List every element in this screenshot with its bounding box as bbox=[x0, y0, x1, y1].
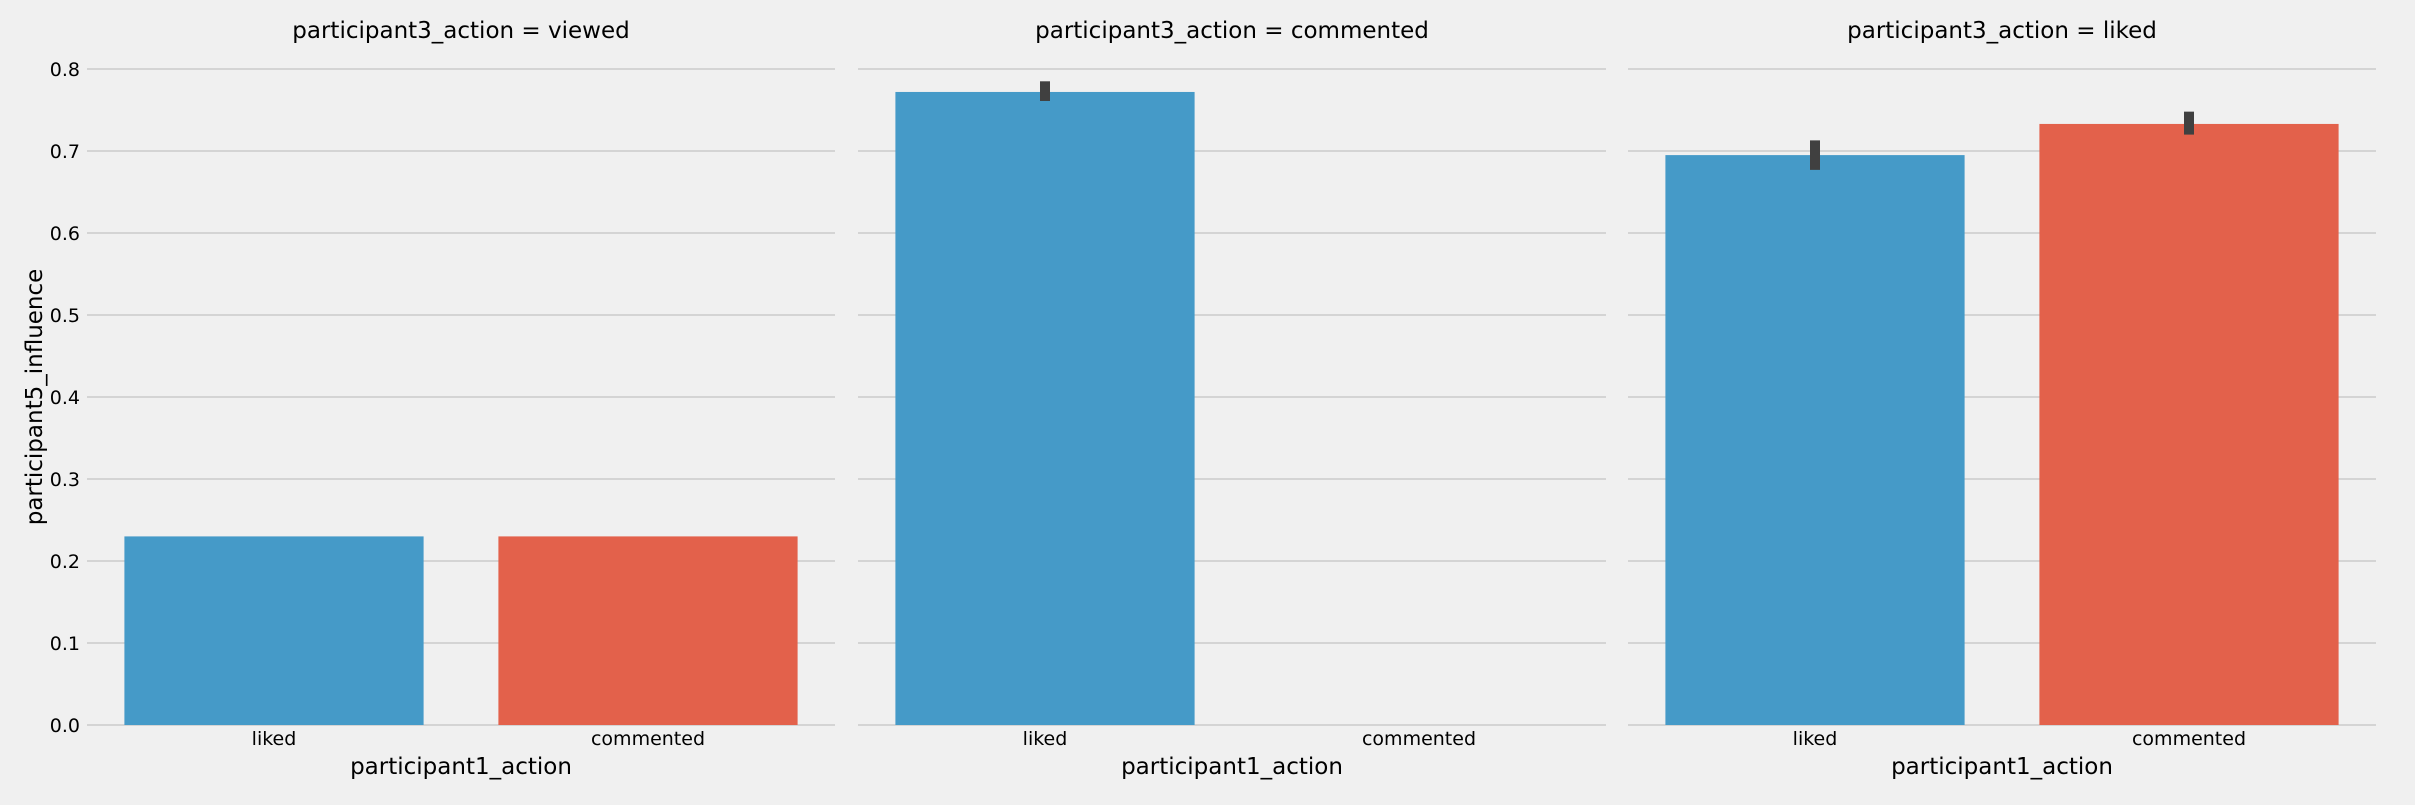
bar-liked bbox=[895, 91, 1195, 725]
x-tick-label: commented bbox=[1362, 728, 1476, 750]
bar-liked bbox=[1665, 155, 1965, 726]
panel-title: participant3_action = commented bbox=[1035, 18, 1429, 44]
x-tick-label: commented bbox=[591, 728, 705, 750]
bar-commented bbox=[2039, 123, 2339, 725]
panel-title: participant3_action = liked bbox=[1847, 18, 2157, 44]
x-axis-label: participant1_action bbox=[1121, 754, 1343, 780]
bar-commented bbox=[498, 536, 798, 725]
y-tick-label: 0.2 bbox=[50, 551, 80, 573]
y-tick-label: 0.8 bbox=[50, 59, 80, 81]
x-tick-label: liked bbox=[1023, 728, 1068, 750]
y-tick-label: 0.0 bbox=[50, 715, 80, 737]
x-axis-label: participant1_action bbox=[350, 754, 572, 780]
y-tick-label: 0.5 bbox=[50, 305, 80, 327]
y-tick-label: 0.4 bbox=[50, 387, 80, 409]
y-axis-label: participant5_influence bbox=[22, 269, 48, 526]
y-tick-label: 0.1 bbox=[50, 633, 80, 655]
x-tick-label: liked bbox=[252, 728, 297, 750]
x-tick-label: commented bbox=[2132, 728, 2246, 750]
x-tick-label: liked bbox=[1793, 728, 1838, 750]
bar-liked bbox=[124, 536, 424, 725]
y-tick-label: 0.7 bbox=[50, 141, 80, 163]
y-tick-label: 0.6 bbox=[50, 223, 80, 245]
panel-title: participant3_action = viewed bbox=[292, 18, 629, 44]
x-axis-label: participant1_action bbox=[1891, 754, 2113, 780]
y-tick-label: 0.3 bbox=[50, 469, 80, 491]
